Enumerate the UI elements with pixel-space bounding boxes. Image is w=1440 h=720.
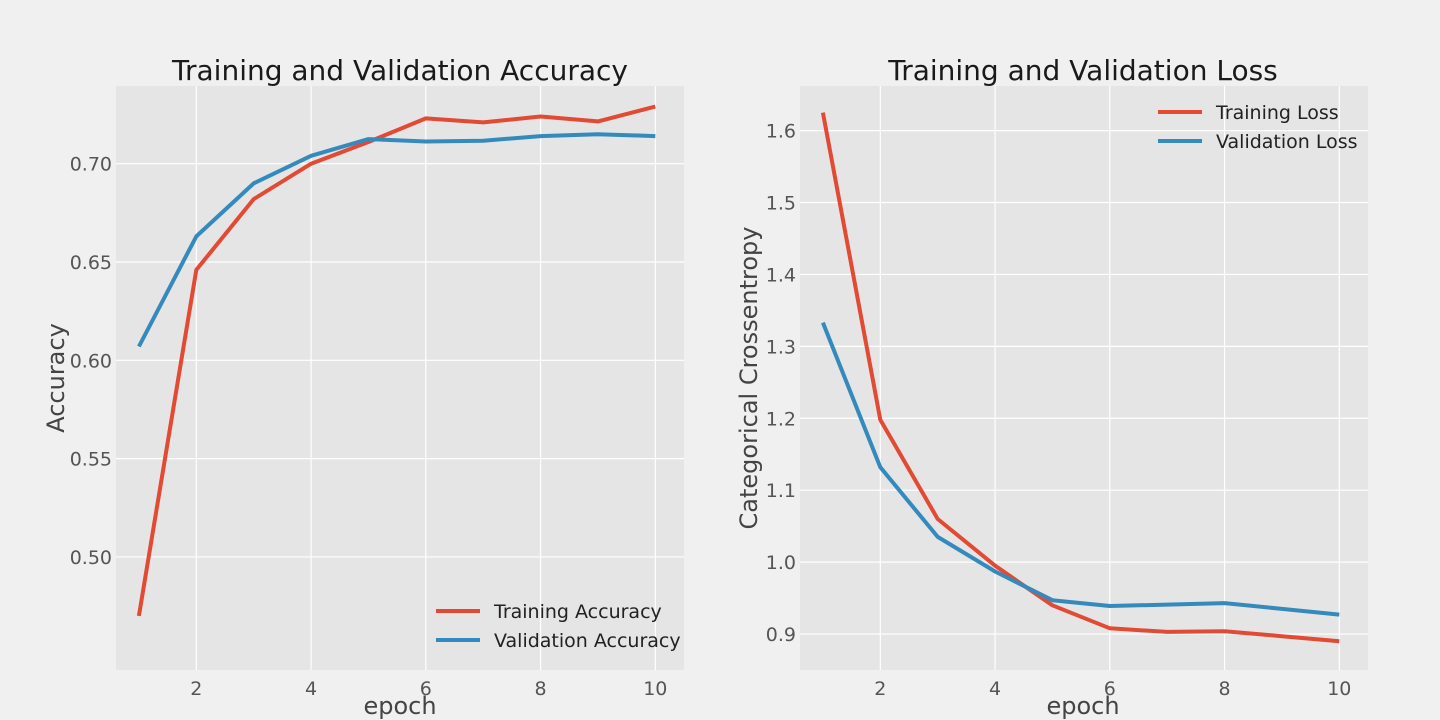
chart-title: Training and Validation Loss xyxy=(887,54,1278,87)
x-tick-label: 2 xyxy=(874,678,886,700)
y-tick-label: 1.5 xyxy=(766,193,796,215)
legend: Training Loss Validation Loss xyxy=(1158,102,1358,153)
x-tick-label: 4 xyxy=(305,678,317,700)
x-axis-label: epoch xyxy=(363,692,436,720)
x-tick-label: 8 xyxy=(535,678,547,700)
series-line-training-accuracy xyxy=(136,104,656,617)
x-tick-label: 4 xyxy=(989,678,1001,700)
plot-area xyxy=(800,86,1368,670)
series-line-validation-loss xyxy=(821,321,1340,617)
x-tick-label: 8 xyxy=(1219,678,1231,700)
y-tick-label: 1.2 xyxy=(766,408,796,430)
series-line-training-loss xyxy=(820,112,1340,644)
legend-label-training-accuracy: Training Accuracy xyxy=(493,601,662,623)
y-tick-label: 0.60 xyxy=(70,350,112,372)
y-tick-labels: 0.9 1.0 1.1 1.2 1.3 1.4 1.5 1.6 xyxy=(766,121,796,646)
y-tick-labels: 0.50 0.55 0.60 0.65 0.70 xyxy=(70,154,112,569)
series-lines xyxy=(820,112,1340,644)
y-axis-label: Categorical Crossentropy xyxy=(735,227,763,530)
x-tick-label: 6 xyxy=(420,678,432,700)
accuracy-chart: 2 4 6 8 10 0.50 0.55 0.60 0.65 0.70 Training and… xyxy=(42,54,684,720)
x-axis-label: epoch xyxy=(1046,692,1119,720)
y-tick-label: 1.6 xyxy=(766,121,796,143)
x-tick-label: 2 xyxy=(190,678,202,700)
y-tick-label: 1.3 xyxy=(766,336,796,358)
plot-area xyxy=(116,86,684,670)
x-tick-label: 6 xyxy=(1104,678,1116,700)
legend-label-validation-accuracy: Validation Accuracy xyxy=(494,630,681,652)
x-tick-labels: 2 4 6 8 10 xyxy=(190,678,667,700)
y-axis-label: Accuracy xyxy=(42,323,70,433)
grid-lines xyxy=(800,86,1368,670)
y-tick-label: 0.55 xyxy=(70,449,112,471)
chart-title: Training and Validation Accuracy xyxy=(171,54,628,87)
y-tick-label: 0.65 xyxy=(70,252,112,274)
y-tick-label: 0.9 xyxy=(766,624,796,646)
x-tick-label: 10 xyxy=(643,678,667,700)
y-tick-label: 0.50 xyxy=(70,547,112,569)
series-line-validation-accuracy xyxy=(137,132,656,348)
y-tick-label: 1.1 xyxy=(766,480,796,502)
y-tick-label: 0.70 xyxy=(70,154,112,176)
y-tick-label: 1.0 xyxy=(766,552,796,574)
legend-label-validation-loss: Validation Loss xyxy=(1216,131,1358,153)
legend: Training Accuracy Validation Accuracy xyxy=(436,601,681,652)
x-tick-label: 10 xyxy=(1327,678,1351,700)
grid-lines xyxy=(116,86,684,670)
x-tick-labels: 2 4 6 8 10 xyxy=(874,678,1351,700)
y-tick-label: 1.4 xyxy=(766,264,796,286)
legend-label-training-loss: Training Loss xyxy=(1215,102,1339,124)
loss-chart: 2 4 6 8 10 0.9 1.0 1.1 1.2 1.3 1.4 1.5 1.6 Training… xyxy=(735,54,1368,720)
series-lines xyxy=(136,104,656,617)
